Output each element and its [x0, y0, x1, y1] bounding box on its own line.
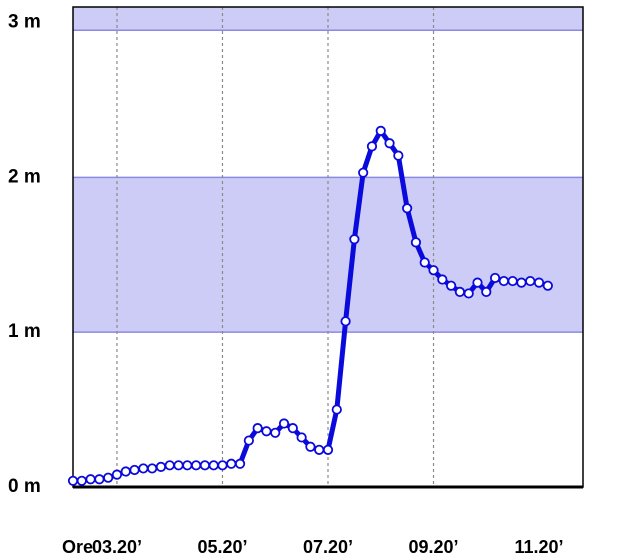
data-point [349, 234, 360, 245]
x-axis-label: Ore [62, 537, 93, 557]
y-tick-labels: 0 m 1 m 2 m 3 m [8, 11, 41, 497]
data-point [252, 423, 263, 434]
data-point [525, 275, 536, 287]
data-point [243, 435, 254, 446]
data-point [331, 404, 342, 415]
data-point [375, 125, 386, 136]
data-point [296, 432, 307, 443]
data-point [516, 277, 527, 288]
data-point [199, 460, 210, 471]
data-point [182, 460, 193, 471]
data-point [322, 444, 334, 455]
data-point [498, 275, 509, 287]
data-point [533, 277, 545, 288]
x-tick-label: 07.20’ [303, 537, 353, 557]
data-point [489, 272, 501, 284]
data-point [507, 275, 518, 287]
x-tick-label: 05.20’ [197, 537, 247, 557]
data-point [270, 427, 281, 438]
data-point [287, 423, 298, 434]
data-point [481, 286, 492, 298]
y-tick-label: 1 m [8, 321, 41, 342]
y-tick-label: 3 m [8, 11, 41, 32]
band-1 [73, 7, 583, 31]
data-point [454, 286, 465, 298]
data-point [384, 138, 395, 149]
data-point [437, 274, 448, 285]
data-point [147, 463, 158, 474]
data-point [419, 257, 430, 268]
data-point [358, 167, 369, 178]
data-point [340, 316, 351, 327]
data-point [67, 475, 79, 486]
data-point [410, 237, 422, 248]
data-point [191, 460, 202, 471]
data-point [155, 461, 167, 472]
x-tick-label: 11.20’ [515, 537, 564, 557]
data-point [366, 141, 378, 152]
vertical-gridlines [116, 7, 435, 487]
data-point [164, 460, 175, 471]
data-point [226, 458, 237, 469]
data-point [314, 444, 325, 455]
data-point [472, 277, 483, 288]
data-point [446, 280, 457, 291]
data-point [402, 203, 413, 214]
data-point [217, 460, 228, 471]
data-point [278, 418, 290, 429]
data-point [76, 475, 87, 486]
data-point [173, 460, 184, 471]
data-point [94, 474, 105, 485]
data-point [129, 464, 140, 476]
x-tick-label: 03.20’ [92, 537, 142, 557]
y-tick-label: 0 m [8, 476, 41, 497]
data-point [428, 265, 439, 276]
data-point [305, 441, 316, 452]
data-point [463, 288, 474, 299]
series-group [67, 125, 553, 486]
threshold-bands [73, 7, 583, 333]
data-point [85, 474, 96, 485]
x-tick-label: 09.20’ [408, 537, 458, 557]
data-point [542, 280, 553, 291]
data-point [120, 466, 131, 477]
data-point [103, 472, 114, 483]
data-point [208, 460, 219, 471]
y-tick-label: 2 m [8, 166, 41, 187]
data-point [393, 150, 404, 161]
data-point [111, 469, 123, 480]
data-point [234, 458, 246, 469]
data-point [138, 463, 149, 474]
x-tick-labels: Ore 03.20’ 05.20’ 07.20’ 09.20’ 11.20’ [62, 537, 564, 557]
data-point [261, 426, 272, 437]
